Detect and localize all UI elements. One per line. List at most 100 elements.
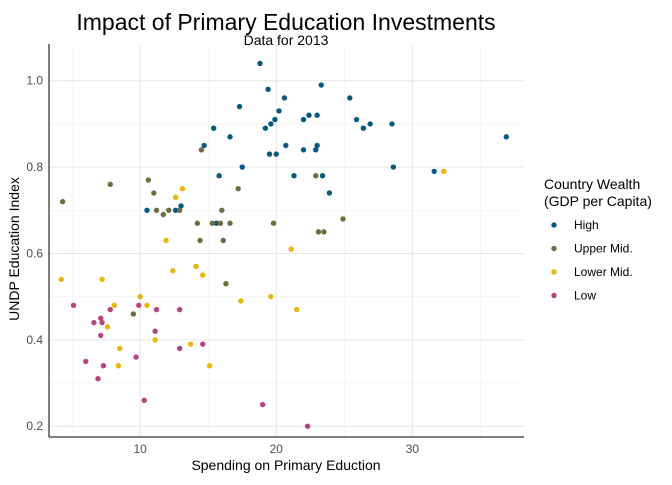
data-point — [340, 216, 346, 222]
data-point — [239, 164, 245, 170]
data-point — [107, 181, 113, 188]
data-point — [291, 173, 297, 179]
data-point — [353, 116, 360, 123]
data-point — [178, 203, 184, 209]
data-point — [227, 134, 233, 140]
data-point — [347, 95, 353, 101]
data-point — [270, 220, 277, 226]
series-low — [70, 302, 311, 429]
data-point — [306, 112, 312, 118]
data-point — [117, 345, 123, 352]
data-point — [326, 190, 333, 196]
data-point — [265, 86, 271, 93]
data-point — [193, 263, 199, 270]
data-point — [152, 337, 158, 343]
data-point — [176, 306, 183, 313]
data-point — [367, 121, 373, 127]
data-point — [200, 272, 206, 278]
data-point — [179, 185, 186, 192]
data-point — [217, 220, 224, 226]
data-point — [235, 185, 241, 192]
data-point — [304, 423, 311, 429]
y-axis-label: UNDP Education Index — [6, 177, 22, 321]
data-point — [266, 151, 273, 157]
data-point — [130, 311, 137, 317]
data-point — [58, 276, 64, 283]
data-point — [153, 306, 160, 313]
data-point — [220, 237, 226, 244]
data-point — [201, 142, 207, 149]
x-axis-label: Spending on Primary Eduction — [191, 457, 380, 473]
data-point — [172, 207, 179, 213]
legend-label: Upper Mid. — [574, 242, 633, 256]
data-point — [313, 147, 319, 153]
data-point — [236, 103, 243, 110]
legend-title: Country Wealth — [544, 176, 640, 192]
legend: Country Wealth(GDP per Capita) High Upper … — [544, 176, 652, 303]
data-point — [238, 298, 244, 304]
data-point — [98, 315, 104, 321]
data-point — [390, 164, 397, 170]
data-point — [257, 60, 263, 67]
data-point — [259, 401, 266, 408]
data-point — [503, 134, 510, 140]
data-point — [223, 280, 229, 287]
data-point — [227, 220, 233, 226]
data-point — [111, 302, 118, 308]
data-point — [210, 125, 217, 131]
data-point — [198, 147, 205, 153]
data-point — [281, 95, 288, 101]
legend-key — [551, 245, 557, 252]
data-point — [115, 363, 122, 369]
data-point — [104, 324, 111, 330]
data-point — [160, 211, 167, 218]
data-point — [314, 112, 320, 118]
y-tick-label: 0.2 — [26, 419, 43, 433]
legend-label: Low — [574, 289, 596, 303]
legend-key — [551, 269, 557, 275]
x-tick-label: 20 — [270, 442, 284, 456]
legend-key — [551, 292, 557, 299]
data-point — [141, 397, 147, 403]
data-point — [321, 229, 327, 235]
data-point — [145, 177, 152, 183]
legend-title: (GDP per Capita) — [544, 193, 652, 209]
data-point — [216, 173, 222, 179]
series-high — [144, 60, 510, 226]
series-lower-mid — [58, 168, 447, 369]
data-point — [389, 121, 395, 127]
chart-subtitle: Data for 2013 — [244, 32, 329, 48]
data-point — [59, 198, 66, 205]
data-point — [99, 319, 105, 326]
data-point — [153, 207, 160, 213]
data-point — [315, 229, 322, 235]
data-point — [166, 207, 172, 213]
data-point — [99, 276, 105, 283]
y-tick-label: 0.6 — [26, 246, 43, 260]
data-point — [136, 302, 142, 308]
data-point — [107, 306, 113, 313]
y-tick-label: 1.0 — [26, 74, 43, 88]
data-point — [300, 147, 307, 153]
data-point — [272, 116, 278, 123]
data-point — [300, 116, 307, 123]
data-point — [288, 246, 294, 252]
data-point — [262, 125, 269, 131]
data-point — [176, 345, 183, 352]
data-point — [440, 168, 447, 175]
data-points — [58, 60, 510, 429]
data-point — [163, 237, 169, 244]
data-point — [318, 82, 324, 88]
data-point — [200, 341, 206, 347]
data-point — [170, 268, 176, 274]
data-point — [133, 354, 139, 360]
legend-label: Lower Mid. — [574, 265, 633, 279]
data-point — [268, 121, 274, 127]
data-point — [319, 173, 326, 179]
data-point — [209, 220, 216, 226]
data-point — [268, 293, 274, 300]
y-tick-label: 0.8 — [26, 160, 43, 174]
data-point — [273, 151, 279, 157]
